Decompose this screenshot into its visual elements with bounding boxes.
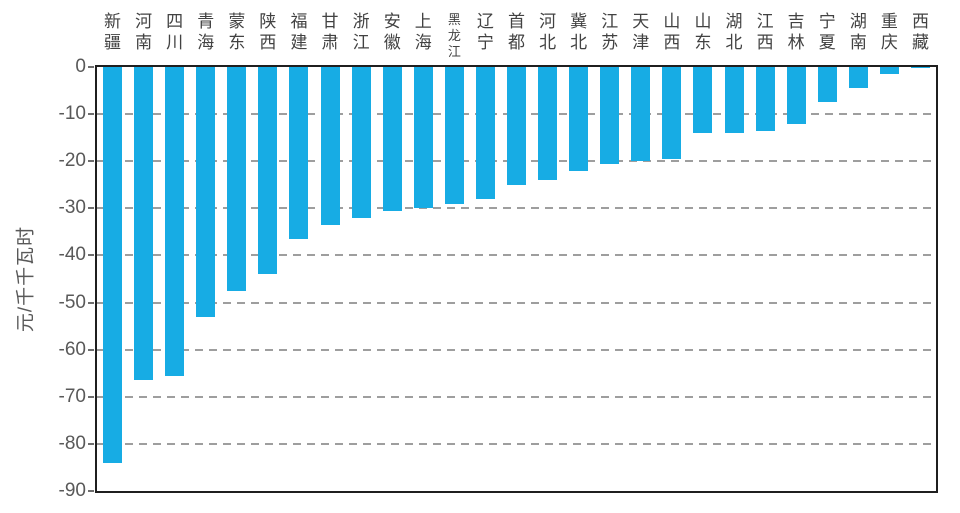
gridline: [97, 395, 936, 398]
category-label: 江苏: [601, 12, 619, 52]
category-label: 辽宁: [476, 12, 494, 52]
category-label: 陕西: [259, 12, 277, 52]
bar: [134, 67, 154, 381]
category-label: 重庆: [880, 12, 898, 52]
category-label: 甘肃: [321, 12, 339, 52]
gridline: [97, 207, 936, 210]
category-label: 吉林: [787, 12, 805, 52]
bar: [848, 67, 868, 89]
y-tick-label: -70: [58, 385, 86, 407]
category-label: 河南: [135, 12, 153, 52]
y-tick-mark: [88, 160, 94, 163]
bar: [600, 67, 620, 164]
category-label: 山西: [663, 12, 681, 52]
bar: [724, 67, 744, 133]
gridline: [97, 348, 936, 351]
category-label: 新疆: [104, 12, 122, 52]
bar: [320, 67, 340, 225]
y-tick-label: -80: [58, 432, 86, 454]
bar: [413, 67, 433, 209]
y-tick-mark: [88, 207, 94, 210]
gridline: [97, 301, 936, 304]
bar: [662, 67, 682, 159]
bar: [507, 67, 526, 185]
y-tick-label: -50: [58, 291, 86, 313]
bar: [879, 67, 899, 75]
category-label: 江西: [756, 12, 774, 52]
category-label: 安徽: [383, 12, 401, 52]
gridline: [97, 254, 936, 257]
y-tick-label: -10: [58, 103, 86, 125]
y-tick-mark: [88, 490, 94, 492]
bar: [755, 67, 775, 131]
bar: [538, 67, 558, 181]
y-tick-label: -40: [58, 244, 86, 266]
y-tick-mark: [88, 66, 94, 68]
category-label: 冀北: [570, 12, 588, 52]
plot-area: [95, 65, 938, 493]
bar: [258, 67, 278, 275]
category-label: 黑龙江: [447, 12, 461, 59]
category-label: 青海: [197, 12, 215, 52]
category-label: 西藏: [911, 12, 929, 52]
category-label: 河北: [539, 12, 557, 52]
category-label: 四川: [166, 12, 184, 52]
bar: [817, 67, 837, 103]
y-tick-label: 0: [75, 56, 86, 77]
category-label: 湖北: [725, 12, 743, 52]
category-label: 湖南: [849, 12, 867, 52]
category-label: 首都: [508, 12, 525, 52]
bar: [103, 67, 123, 463]
bar: [227, 67, 247, 291]
bar: [165, 67, 185, 376]
bar: [444, 67, 464, 204]
bar: [475, 67, 495, 199]
bar: [351, 67, 371, 218]
category-label: 山东: [694, 12, 712, 52]
y-tick-mark: [88, 348, 94, 351]
y-tick-label: -20: [58, 150, 86, 172]
bar: [910, 67, 930, 69]
y-tick-label: -30: [58, 197, 86, 219]
category-label: 蒙东: [228, 12, 246, 52]
bar: [786, 67, 806, 124]
y-tick-mark: [88, 442, 94, 445]
category-label: 浙江: [352, 12, 370, 52]
category-label: 福建: [290, 12, 308, 52]
bar: [289, 67, 309, 239]
y-tick-mark: [88, 113, 94, 116]
bar: [631, 67, 651, 162]
bar: [693, 67, 713, 133]
bar: [196, 67, 216, 317]
bar: [382, 67, 402, 211]
y-tick-mark: [88, 395, 94, 398]
category-label: 宁夏: [818, 12, 836, 52]
category-label: 天津: [632, 12, 650, 52]
gridline: [97, 442, 936, 445]
category-label: 上海: [414, 12, 432, 52]
y-axis-title: 元/千千瓦时: [15, 225, 37, 333]
bar: [569, 67, 589, 171]
y-tick-mark: [88, 301, 94, 304]
y-tick-mark: [88, 254, 94, 257]
y-tick-label: -60: [58, 338, 86, 360]
y-tick-label: -90: [58, 480, 86, 501]
